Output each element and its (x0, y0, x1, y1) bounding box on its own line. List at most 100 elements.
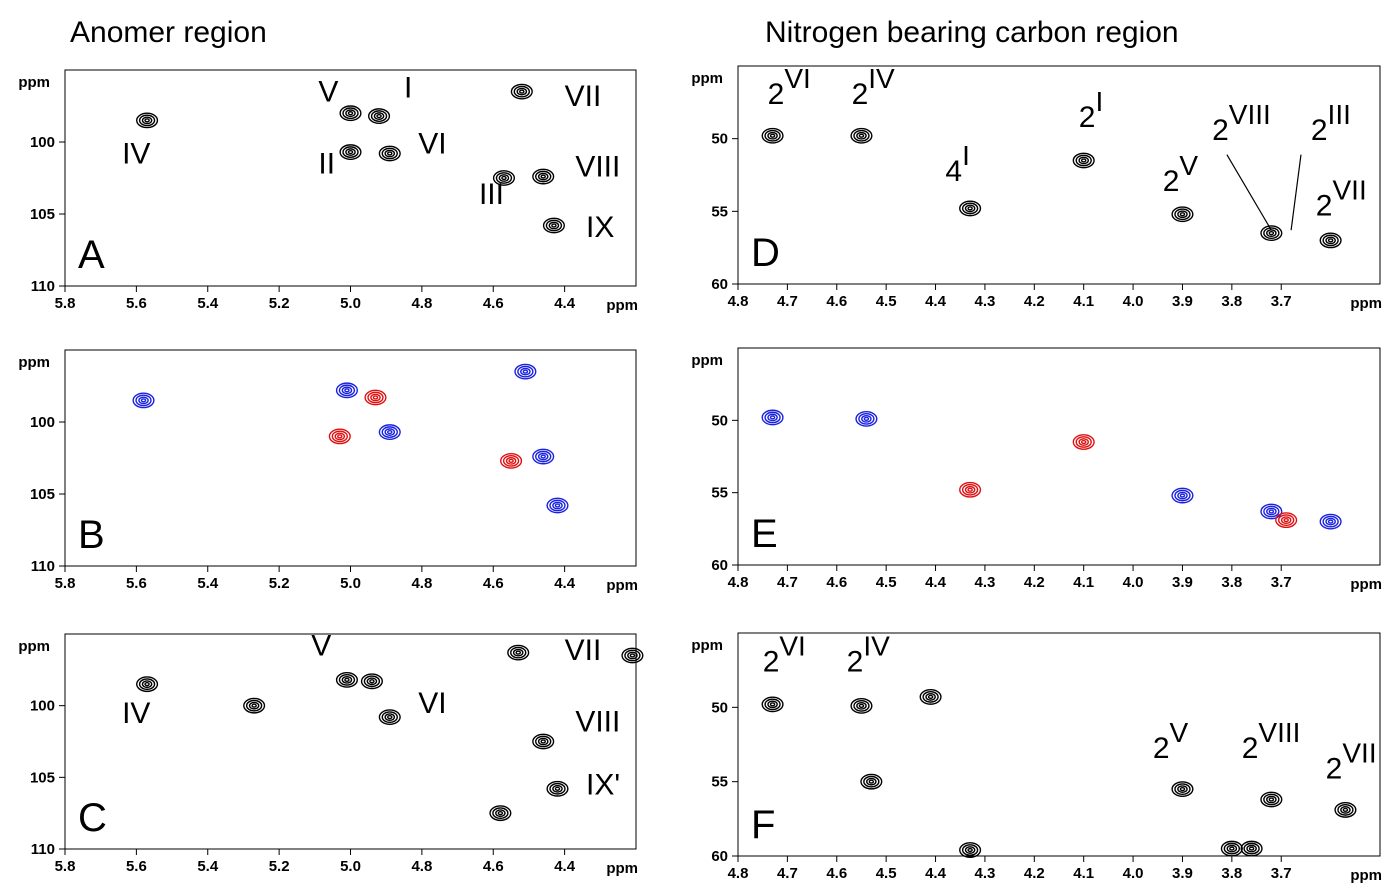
x-tick-label: 4.1 (1073, 574, 1094, 591)
peak-label-base: IV (122, 138, 150, 171)
contour-ring (629, 653, 636, 658)
peak-label-superscript: I (962, 140, 970, 171)
panel-label: C (78, 796, 107, 840)
contour-ring (1319, 232, 1342, 249)
contour-ring (510, 646, 527, 659)
contour-ring (961, 483, 979, 496)
contour-ring (1179, 786, 1186, 792)
peak-marker (378, 424, 401, 440)
contour-ring (338, 673, 356, 686)
contour-ring (334, 432, 346, 441)
contour-ring (248, 701, 260, 710)
peak-label: IX (586, 211, 614, 244)
x-tick-label: 4.6 (483, 858, 504, 875)
contour-ring (1340, 806, 1351, 814)
contour-ring (850, 127, 873, 144)
x-tick-label: 4.4 (554, 575, 576, 592)
contour-ring (549, 499, 566, 512)
y-tick-label: 100 (30, 414, 55, 431)
x-axis-label: ppm (1350, 867, 1382, 884)
contour-ring (853, 699, 870, 712)
panel-F: 4.8 4.7 4.6 4.5 4.4 4.3 4.2 4.1 4.0 3.9 3.8 3.7 ppm 5… (691, 631, 1382, 884)
contour-ring (495, 172, 513, 184)
panel-label: D (751, 231, 780, 275)
contour-ring (498, 174, 510, 182)
contour-ring (548, 221, 560, 230)
peak-label: 2VI (768, 63, 811, 111)
peak-label-base: III (479, 178, 504, 211)
contour-ring (500, 452, 523, 469)
contour-ring (532, 168, 555, 185)
x-tick-label: 4.8 (728, 574, 749, 591)
contour-ring (922, 691, 939, 703)
peak-label: IV (122, 697, 150, 730)
peak-marker (621, 647, 644, 664)
peak-label: 2VII (1326, 738, 1377, 786)
contour-ring (507, 644, 530, 661)
panel-label: A (78, 233, 105, 277)
peak-label: III (479, 178, 504, 211)
peak-label-base: IV (122, 697, 150, 730)
panel-label: E (751, 512, 778, 556)
contour-ring (967, 847, 973, 853)
panel-label: B (78, 513, 105, 557)
contour-ring (384, 428, 396, 436)
peak-marker (761, 696, 784, 713)
contour-ring (1268, 797, 1275, 802)
peak-label-base: II (318, 148, 335, 181)
contour-ring (856, 131, 867, 140)
contour-ring (367, 108, 391, 124)
x-tick-label: 4.4 (925, 293, 947, 310)
x-tick-label: 4.7 (777, 574, 798, 591)
x-tick-label: 4.3 (974, 865, 995, 882)
contour-ring (546, 780, 569, 797)
peak-marker (339, 105, 362, 122)
x-axis-label: ppm (1350, 295, 1382, 312)
peak-marker (1260, 791, 1283, 808)
peak-marker (1319, 232, 1342, 249)
contour-ring (501, 175, 507, 181)
panel-B: 5.8 5.6 5.4 5.2 5.0 4.8 4.6 4.4 ppm 100 105 110 ppm B (18, 349, 638, 594)
x-tick-label: 5.0 (340, 858, 361, 875)
leader-line (1290, 154, 1302, 231)
peak-marker (507, 644, 530, 661)
contour-ring (516, 87, 528, 96)
panel-C: 5.8 5.6 5.4 5.2 5.0 4.8 4.6 4.4 ppm 100 105 110 ppm C… (18, 630, 644, 877)
contour-ring (1263, 227, 1280, 240)
peak-label-base: V (311, 630, 331, 663)
peak-marker (335, 382, 358, 399)
x-tick-label: 4.7 (777, 865, 798, 882)
contour-ring (761, 696, 784, 713)
peak-label-superscript: VIII (1229, 99, 1271, 130)
contour-ring (517, 365, 534, 378)
contour-ring (764, 411, 781, 424)
peak-marker (546, 780, 569, 797)
contour-ring (367, 391, 384, 404)
peak-label-base: VIII (575, 151, 620, 184)
contour-ring (1223, 842, 1241, 855)
contour-ring (144, 118, 150, 123)
y-axis-label: ppm (691, 352, 723, 369)
x-tick-label: 3.8 (1221, 293, 1242, 310)
peak-label-base: 2 (1163, 165, 1180, 198)
x-tick-label: 3.9 (1172, 293, 1193, 310)
x-tick-label: 4.0 (1123, 574, 1144, 591)
peak-label-base: 2 (1242, 732, 1259, 765)
peak-marker (489, 805, 512, 822)
contour-ring (378, 709, 401, 726)
peak-label-base: VII (565, 80, 602, 113)
peak-marker (1319, 513, 1342, 530)
contour-ring (769, 133, 776, 138)
contour-ring (761, 409, 784, 426)
peak-marker (959, 842, 982, 858)
x-tick-label: 4.4 (554, 295, 576, 312)
contour-ring (1075, 154, 1092, 167)
contour-ring (335, 671, 358, 688)
peak-label: VII (565, 634, 602, 667)
peak-marker (378, 709, 401, 726)
contour-ring (1280, 516, 1292, 525)
contour-ring (519, 89, 525, 94)
y-tick-label: 55 (711, 485, 728, 502)
contour-ring (861, 414, 872, 423)
x-tick-label: 3.7 (1271, 574, 1292, 591)
